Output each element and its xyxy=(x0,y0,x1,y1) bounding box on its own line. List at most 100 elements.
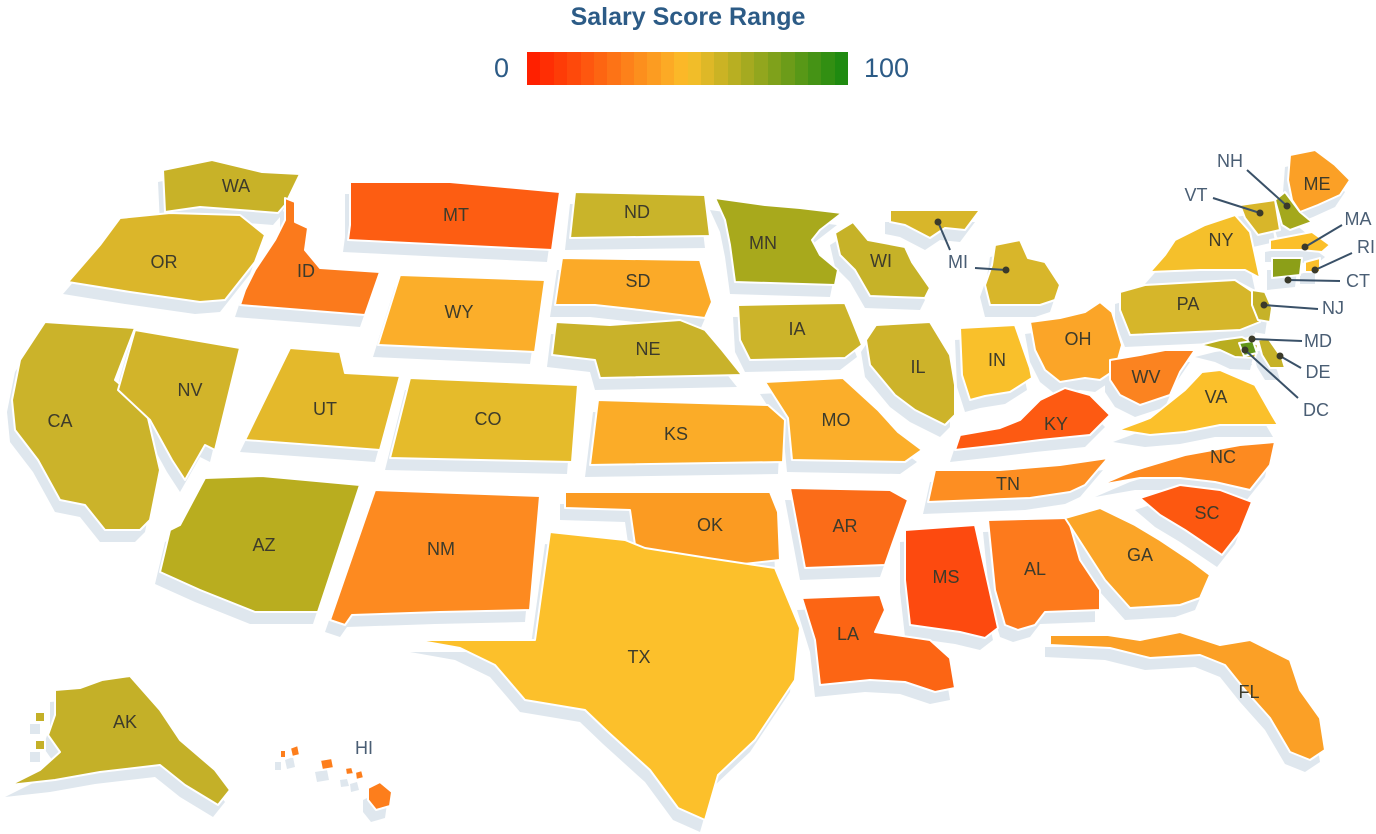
state-label-ca: CA xyxy=(47,411,72,431)
state-label-sd: SD xyxy=(625,271,650,291)
state-al[interactable] xyxy=(987,517,1101,631)
legend-scale-step xyxy=(714,52,728,85)
state-wy[interactable] xyxy=(377,274,546,353)
leader-line-nh xyxy=(1246,169,1288,207)
legend-scale-step xyxy=(794,52,808,85)
state-label-mo: MO xyxy=(822,410,851,430)
state-label-nj: NJ xyxy=(1322,298,1344,318)
leader-line-mi-upper xyxy=(937,221,951,251)
state-co[interactable] xyxy=(389,377,579,463)
state-nm[interactable] xyxy=(329,489,541,626)
state-label-dc: DC xyxy=(1303,400,1329,420)
state-fl[interactable] xyxy=(1049,631,1326,761)
state-label-pa: PA xyxy=(1177,294,1200,314)
state-nh[interactable] xyxy=(1274,191,1313,231)
state-label-nv: NV xyxy=(177,380,202,400)
legend-scale-step xyxy=(700,52,715,85)
state-hi[interactable] xyxy=(354,769,365,781)
state-ak[interactable] xyxy=(9,675,231,806)
state-shadow xyxy=(285,757,295,769)
state-label-ar: AR xyxy=(832,516,857,536)
state-label-in: IN xyxy=(988,350,1006,370)
state-ak[interactable] xyxy=(34,739,46,751)
state-ma[interactable] xyxy=(1269,231,1331,253)
legend-scale-step xyxy=(567,52,581,85)
state-mi[interactable] xyxy=(984,239,1061,306)
state-hi[interactable] xyxy=(319,757,335,771)
state-or[interactable] xyxy=(67,212,266,303)
state-label-sc: SC xyxy=(1194,503,1219,523)
state-wa[interactable] xyxy=(162,159,301,214)
state-hi[interactable] xyxy=(289,744,301,758)
state-label-ms: MS xyxy=(933,567,960,587)
state-tx[interactable] xyxy=(414,531,801,821)
state-label-oh: OH xyxy=(1065,329,1092,349)
state-hi[interactable] xyxy=(279,749,287,759)
state-label-hi: HI xyxy=(355,738,373,758)
state-nv[interactable] xyxy=(117,329,241,481)
legend-scale-step xyxy=(754,52,768,85)
legend-scale-step xyxy=(781,52,795,85)
leader-dot-de xyxy=(1276,352,1284,360)
legend-scale-step xyxy=(741,52,755,85)
state-sc[interactable] xyxy=(1139,484,1253,556)
leader-dot-vt xyxy=(1256,209,1264,217)
state-ia[interactable] xyxy=(737,302,863,361)
state-de[interactable] xyxy=(1257,337,1286,369)
state-ky[interactable] xyxy=(954,387,1111,451)
leader-line-ri xyxy=(1314,252,1353,271)
state-va[interactable] xyxy=(1117,369,1279,436)
leader-line-md xyxy=(1251,338,1303,342)
legend-min-label: 0 xyxy=(494,53,510,83)
state-in[interactable] xyxy=(959,324,1033,401)
state-label-tn: TN xyxy=(996,474,1020,494)
state-label-mt: MT xyxy=(443,205,469,225)
state-label-mn: MN xyxy=(749,233,777,253)
leader-dot-md xyxy=(1248,335,1256,343)
state-sd[interactable] xyxy=(554,257,713,319)
state-ct[interactable] xyxy=(1271,257,1303,279)
state-vt[interactable] xyxy=(1239,199,1281,236)
leader-line-mi xyxy=(974,267,1007,271)
state-az[interactable] xyxy=(159,475,361,613)
legend-scale-step xyxy=(674,52,688,85)
state-shadow xyxy=(350,782,359,792)
state-id[interactable] xyxy=(239,197,381,316)
state-hi[interactable] xyxy=(367,781,393,811)
state-la[interactable] xyxy=(801,594,956,693)
leader-dot-nh xyxy=(1283,202,1291,210)
state-ks[interactable] xyxy=(589,399,786,466)
leader-line-ct xyxy=(1287,279,1341,282)
state-nc[interactable] xyxy=(1099,441,1276,491)
state-ak[interactable] xyxy=(34,711,46,723)
state-il[interactable] xyxy=(865,321,956,426)
state-nd[interactable] xyxy=(569,191,711,239)
leader-dot-ct xyxy=(1284,276,1292,284)
state-tn[interactable] xyxy=(927,457,1109,503)
legend-scale-step xyxy=(634,52,648,85)
state-mt[interactable] xyxy=(347,181,561,251)
legend-scale-step xyxy=(540,52,554,85)
state-label-ok: OK xyxy=(697,515,723,535)
state-ny[interactable] xyxy=(1149,214,1261,279)
state-mi[interactable] xyxy=(889,209,981,239)
state-mn[interactable] xyxy=(714,197,843,286)
state-label-me: ME xyxy=(1304,174,1331,194)
state-wi[interactable] xyxy=(834,221,931,299)
state-mo[interactable] xyxy=(764,377,923,463)
state-ut[interactable] xyxy=(244,347,401,451)
state-hi[interactable] xyxy=(344,766,355,776)
state-shadow xyxy=(30,724,40,734)
state-ne[interactable] xyxy=(551,319,743,379)
legend-scale-step xyxy=(553,52,568,85)
leader-dot-nj xyxy=(1260,301,1268,309)
leader-line-de xyxy=(1279,355,1302,369)
state-label-ut: UT xyxy=(313,399,337,419)
state-wv[interactable] xyxy=(1109,349,1196,406)
state-ga[interactable] xyxy=(1064,507,1211,609)
legend-scale-step xyxy=(620,52,634,85)
state-me[interactable] xyxy=(1287,149,1351,213)
state-shadow xyxy=(30,752,40,762)
state-ar[interactable] xyxy=(789,487,909,569)
state-ms[interactable] xyxy=(904,524,999,639)
